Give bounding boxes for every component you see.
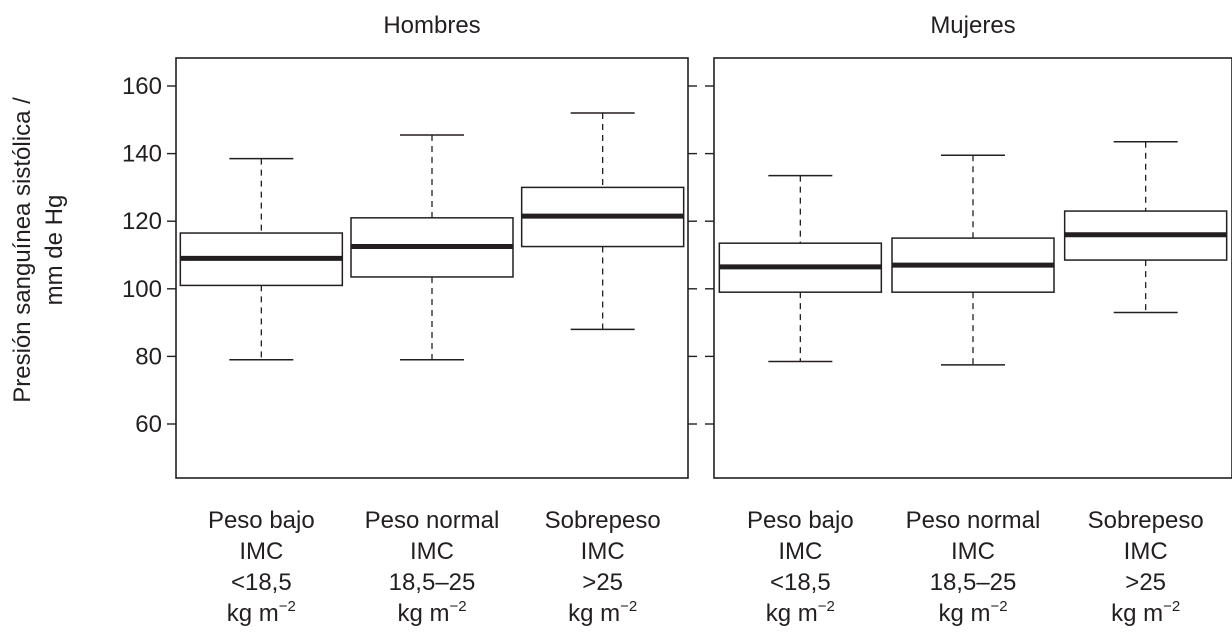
panel-title: Mujeres <box>930 12 1015 39</box>
category-label-superscript: −2 <box>990 598 1007 615</box>
panel-frame <box>713 57 1232 479</box>
category-label-line: kg m−2 <box>938 598 1007 627</box>
category-label-line: Sobrepeso <box>1088 507 1204 534</box>
y-axis-label-line: mm de Hg <box>41 195 68 306</box>
category-label-line: IMC <box>1124 538 1168 565</box>
chart-panels: Hombres 60 80 100 120 140 160 Peso bajo IMC <18,5… <box>122 12 1232 627</box>
box-1 <box>350 134 514 361</box>
y-tick-label: 120 <box>122 208 162 235</box>
category-label-superscript: −2 <box>620 598 637 615</box>
category-label-line: kg m−2 <box>766 598 835 627</box>
category-label-line: kg m−2 <box>397 598 466 627</box>
category-label-superscript: −2 <box>818 598 835 615</box>
category-label: Peso bajo IMC <18,5kg m−2 <box>747 507 854 627</box>
category-label-line: kg m−2 <box>568 598 637 627</box>
y-tick-label: 60 <box>135 411 162 438</box>
category-label-superscript: −2 <box>449 598 466 615</box>
category-label-line: IMC <box>581 538 625 565</box>
category-label-line: IMC <box>410 538 454 565</box>
category-label-line: 18,5–25 <box>930 569 1017 596</box>
category-label-line: >25 <box>582 569 623 596</box>
category-label-line: Peso normal <box>906 507 1041 534</box>
category-label-line: IMC <box>778 538 822 565</box>
category-label-line: Peso bajo <box>208 507 315 534</box>
y-tick-label: 160 <box>122 73 162 100</box>
category-label-line: kg m−2 <box>1111 598 1180 627</box>
category-label: Peso bajo IMC <18,5kg m−2 <box>208 507 315 627</box>
panel-0: Hombres 60 80 100 120 140 160 Peso bajo IMC <18,5… <box>122 12 697 627</box>
panel-frame <box>175 57 689 479</box>
y-axis-label: Presión sanguínea sistólica / mm de Hg <box>9 97 68 403</box>
category-label-line: Sobrepeso <box>545 507 661 534</box>
box-0 <box>718 174 883 363</box>
panel-title: Hombres <box>383 12 480 39</box>
category-label-line: Peso bajo <box>747 507 854 534</box>
category-label-line: <18,5 <box>231 569 292 596</box>
category-label-superscript: −2 <box>1163 598 1180 615</box>
box-2 <box>520 112 685 331</box>
category-label-line: IMC <box>951 538 995 565</box>
category-label-line: <18,5 <box>770 569 831 596</box>
category-label-line: kg m−2 <box>227 598 296 627</box>
box-2 <box>1063 141 1228 314</box>
category-label-line: >25 <box>1125 569 1166 596</box>
y-tick-label: 140 <box>122 141 162 168</box>
category-label-line: IMC <box>239 538 283 565</box>
category-label-superscript: −2 <box>279 598 296 615</box>
category-label-line: Peso normal <box>365 507 500 534</box>
y-axis-label-line: Presión sanguínea sistólica / <box>9 97 36 403</box>
box-1 <box>891 154 1055 366</box>
category-label-line: 18,5–25 <box>389 569 476 596</box>
y-tick-label: 80 <box>135 343 162 370</box>
y-tick-label: 100 <box>122 276 162 303</box>
box-0 <box>179 157 344 361</box>
